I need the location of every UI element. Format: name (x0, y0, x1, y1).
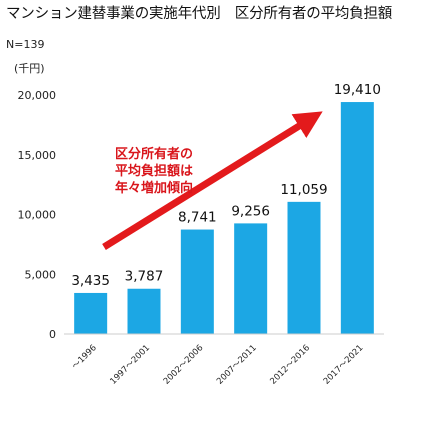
y-tick-label: 15,000 (18, 149, 57, 162)
bar (127, 288, 161, 334)
chart-title: マンション建替事業の実施年代別 区分所有者の平均負担額 (6, 6, 393, 22)
x-tick-label: 2017～2021 (322, 343, 366, 387)
data-label: 19,410 (334, 82, 381, 98)
y-tick-label: 10,000 (18, 209, 57, 222)
trend-annotation: 区分所有者の 平均負担額は 年々増加傾向 (104, 146, 204, 197)
x-tick-label: 1997～2001 (108, 343, 152, 387)
x-tick-label: 2007～2011 (215, 343, 259, 387)
data-label: 3,435 (71, 273, 110, 289)
x-tick-label: 2002～2006 (162, 343, 206, 387)
y-tick-label: 5,000 (25, 268, 57, 281)
data-label: 11,059 (280, 182, 327, 198)
data-label: 3,787 (125, 269, 164, 285)
data-label: 9,256 (231, 203, 270, 219)
x-tick-label: ～1996 (70, 343, 98, 371)
y-tick-label: 0 (49, 328, 56, 341)
annotation-line-3: 年々増加傾向 (114, 181, 193, 196)
y-tick-label: 20,000 (18, 89, 57, 102)
bar (234, 223, 268, 334)
bar (340, 102, 374, 334)
x-tick-label: 2012～2016 (268, 343, 312, 387)
trend-arrow (102, 111, 323, 250)
data-label: 8,741 (178, 210, 217, 226)
unit-label: (千円) (14, 62, 45, 75)
annotation-line-2: 平均負担額は (114, 164, 193, 179)
bar (180, 229, 214, 334)
annotation-line-1: 区分所有者の (114, 147, 193, 162)
sample-size-label: N=139 (6, 38, 45, 51)
bar (287, 201, 321, 334)
bar (74, 292, 108, 334)
